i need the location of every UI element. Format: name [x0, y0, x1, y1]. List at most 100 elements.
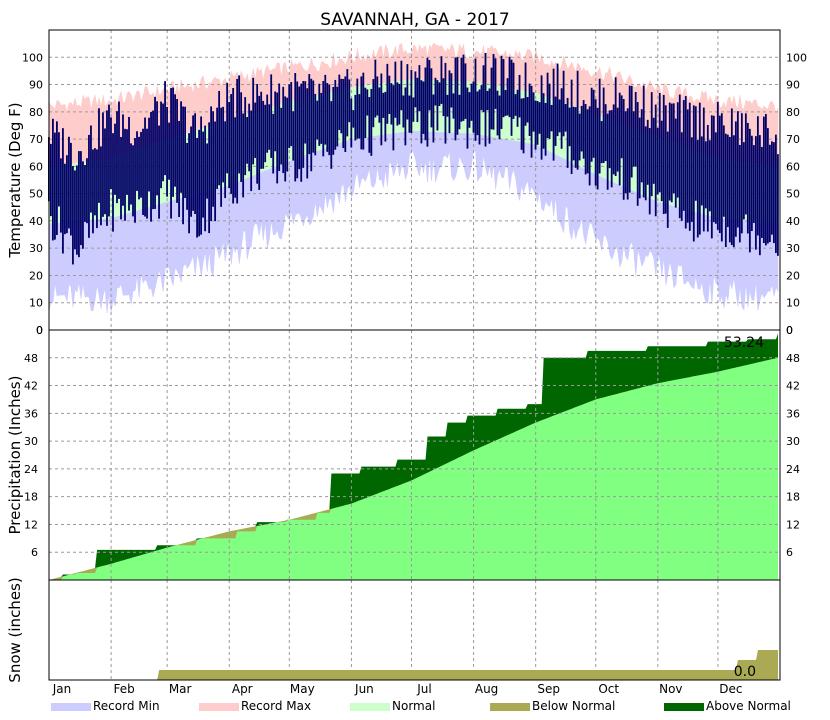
observed-temp-bar-day-281 — [608, 110, 611, 169]
observed-temp-bar-day-65 — [176, 99, 178, 203]
observed-temp-bar-day-293 — [632, 111, 635, 167]
observed-temp-bar-day-358 — [762, 116, 765, 243]
observed-temp-bar-day-318 — [682, 100, 685, 211]
observed-temp-bar-day-22 — [90, 125, 92, 213]
observed-temp-bar-day-51 — [148, 117, 150, 192]
observed-temp-bar-day-63 — [172, 87, 174, 197]
observed-temp-bar-day-117 — [280, 107, 283, 165]
observed-temp-bar-day-207 — [460, 57, 463, 122]
observed-temp-bar-day-265 — [576, 70, 579, 170]
temp-tick-label-right-40: 40 — [786, 215, 800, 228]
observed-temp-bar-day-105 — [256, 83, 259, 184]
observed-temp-bar-day-237 — [520, 98, 523, 150]
observed-temp-bar-day-160 — [366, 89, 369, 116]
observed-temp-bar-day-354 — [754, 136, 757, 250]
observed-temp-bar-day-140 — [326, 83, 329, 152]
observed-temp-bar-day-116 — [278, 83, 281, 172]
observed-temp-bar-day-182 — [410, 69, 413, 134]
observed-temp-bar-day-205 — [456, 57, 459, 135]
observed-temp-bar-day-291 — [628, 85, 631, 193]
observed-temp-bar-day-316 — [678, 94, 681, 219]
observed-temp-bar-day-68 — [182, 106, 184, 225]
observed-temp-bar-day-17 — [80, 151, 82, 246]
observed-temp-bar-day-35 — [116, 111, 118, 204]
observed-temp-bar-day-320 — [686, 109, 689, 223]
observed-temp-bar-day-268 — [582, 100, 585, 159]
observed-temp-bar-day-283 — [612, 104, 615, 175]
observed-temp-bar-day-342 — [730, 108, 733, 246]
observed-temp-bar-day-276 — [598, 78, 601, 174]
legend-label-below-normal: Below Normal — [532, 699, 615, 713]
observed-temp-bar-day-259 — [564, 104, 567, 132]
precip-tick-label-left-48: 48 — [24, 352, 38, 365]
observed-temp-bar-day-253 — [552, 68, 555, 161]
observed-temp-bar-day-203 — [452, 93, 455, 119]
observed-temp-bar-day-98 — [242, 113, 245, 198]
x-tick-label-sep: Sep — [537, 682, 560, 696]
observed-temp-bar-day-274 — [594, 99, 597, 186]
precipitation-y-axis-label: Precipitation (Inches) — [6, 376, 24, 535]
observed-temp-bar-day-338 — [722, 125, 725, 217]
observed-temp-bar-day-359 — [764, 114, 767, 246]
observed-temp-bar-day-221 — [488, 88, 491, 144]
observed-temp-bar-day-83 — [212, 111, 215, 207]
snow-below-normal-area — [49, 650, 778, 680]
observed-temp-bar-day-239 — [524, 62, 527, 126]
observed-temp-bar-day-307 — [660, 120, 663, 202]
observed-temp-bar-day-319 — [684, 96, 687, 229]
observed-temp-bar-day-69 — [184, 106, 186, 199]
observed-temp-bar-day-350 — [746, 122, 749, 234]
snow-y-axis-label: Snow (inches) — [6, 577, 24, 682]
observed-temp-bar-day-325 — [696, 140, 699, 238]
observed-temp-bar-day-123 — [292, 111, 295, 161]
observed-temp-bar-day-226 — [498, 95, 501, 140]
observed-temp-bar-day-346 — [738, 144, 741, 243]
observed-temp-bar-day-137 — [320, 92, 323, 144]
observed-temp-bar-day-111 — [268, 104, 271, 150]
snow-plot-area — [49, 580, 780, 680]
observed-temp-bar-day-13 — [72, 166, 74, 265]
observed-temp-bar-day-278 — [602, 87, 605, 163]
observed-temp-bar-day-26 — [98, 108, 100, 203]
observed-temp-bar-day-169 — [384, 91, 387, 142]
precip-tick-label-right-24: 24 — [786, 463, 800, 476]
observed-temp-bar-day-248 — [542, 93, 545, 149]
observed-temp-bar-day-212 — [470, 83, 473, 121]
observed-temp-bar-day-232 — [510, 59, 513, 136]
observed-temp-bar-day-313 — [672, 103, 675, 194]
observed-temp-bar-day-104 — [254, 102, 257, 158]
observed-temp-bar-day-150 — [346, 69, 349, 137]
observed-temp-bar-day-88 — [222, 106, 225, 183]
observed-temp-bar-day-312 — [670, 103, 673, 203]
observed-temp-bar-day-322 — [690, 137, 693, 222]
observed-temp-bar-day-303 — [652, 117, 655, 184]
observed-temp-bar-day-200 — [446, 94, 449, 117]
observed-temp-bar-day-75 — [196, 137, 198, 238]
observed-temp-bar-day-223 — [492, 53, 495, 130]
observed-temp-bar-day-229 — [504, 90, 507, 116]
legend-label-record-min: Record Min — [93, 699, 160, 713]
observed-temp-bar-day-246 — [538, 102, 541, 134]
observed-temp-bar-day-87 — [220, 107, 223, 207]
observed-temp-bar-day-304 — [654, 104, 657, 217]
observed-temp-bar-day-227 — [500, 55, 503, 129]
observed-temp-bar-day-6 — [58, 132, 60, 207]
legend-swatch-above-normal — [664, 703, 704, 711]
observed-temp-bar-day-308 — [662, 94, 665, 215]
observed-temp-bar-day-335 — [716, 101, 719, 230]
observed-temp-bar-day-233 — [512, 62, 515, 119]
observed-temp-bar-day-39 — [124, 128, 126, 221]
observed-temp-bar-day-161 — [368, 97, 371, 153]
observed-temp-bar-day-146 — [338, 74, 341, 131]
observed-temp-bar-day-272 — [590, 87, 593, 162]
precip-tick-label-left-30: 30 — [24, 435, 38, 448]
observed-temp-bar-day-10 — [66, 155, 68, 234]
temp-tick-label-right-80: 80 — [786, 106, 800, 119]
observed-temp-bar-day-41 — [128, 116, 130, 211]
observed-temp-bar-day-280 — [606, 113, 609, 190]
snow-grid — [110, 580, 719, 680]
observed-temp-bar-day-155 — [356, 78, 359, 139]
observed-temp-bar-day-361 — [768, 144, 771, 243]
observed-temp-bar-day-277 — [600, 121, 603, 164]
